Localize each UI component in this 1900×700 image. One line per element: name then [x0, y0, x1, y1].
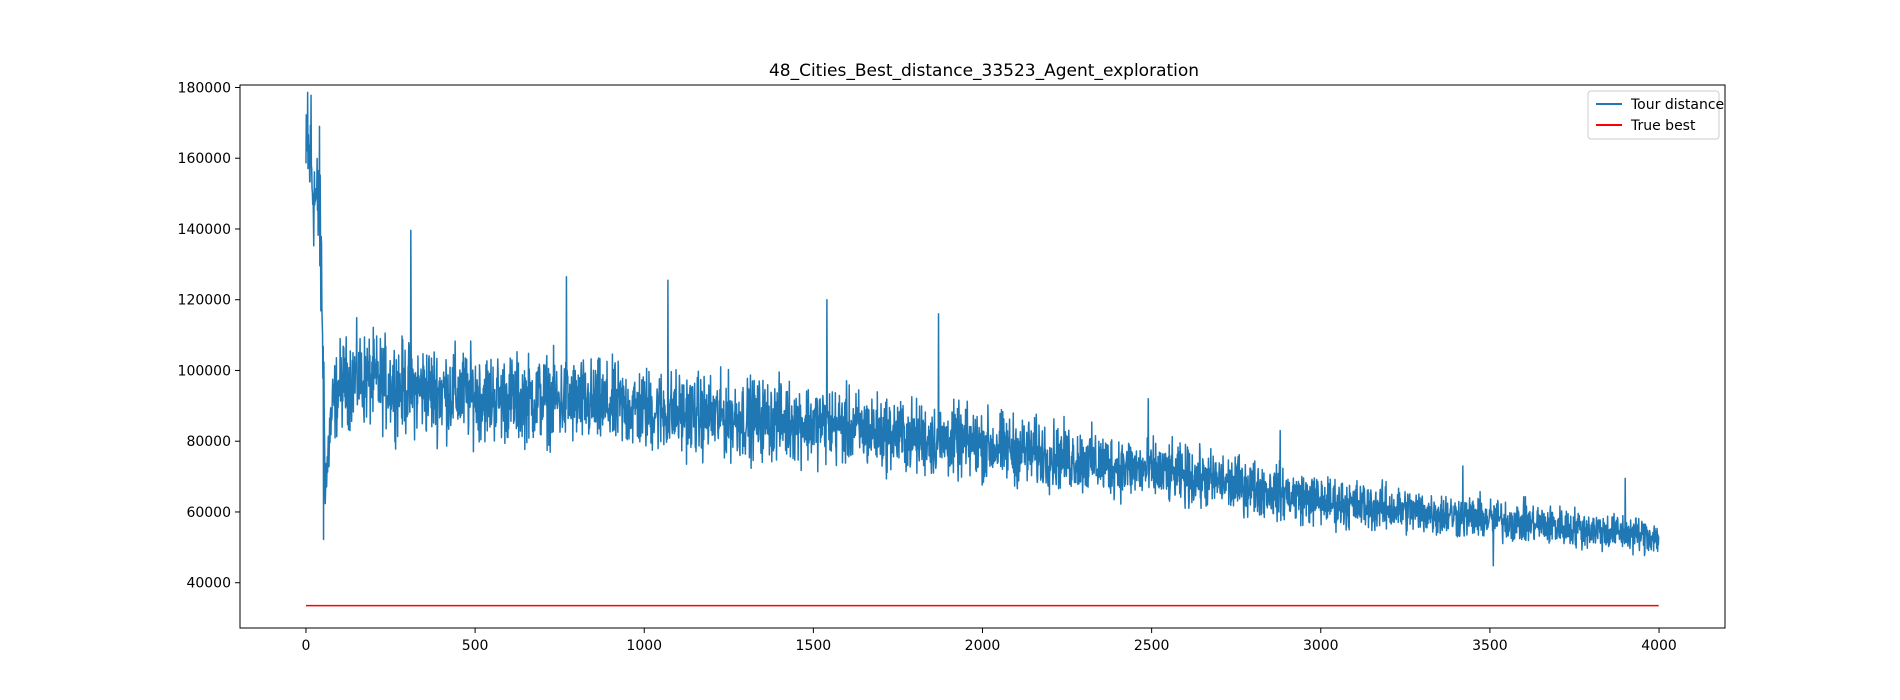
x-tick-label: 2000: [965, 638, 1001, 654]
plot-frame: [239, 84, 1726, 629]
series-line-tour-distance: [305, 91, 1660, 567]
series-layer: [305, 91, 1660, 607]
y-tick-label: 180000: [178, 80, 231, 96]
y-tick-label: 100000: [178, 363, 231, 379]
legend-label: Tour distance: [1630, 97, 1724, 113]
chart-title: 48_Cities_Best_distance_33523_Agent_expl…: [769, 61, 1199, 81]
x-tick-label: 4000: [1641, 638, 1677, 654]
x-tick-label: 1000: [626, 638, 662, 654]
y-axis: 40000 60000 80000 100000 120000 140000 160000 1…: [178, 80, 240, 592]
y-tick-label: 60000: [186, 505, 231, 521]
x-axis: 0 500 1000 1500 2000 2500 3000 3500 4000: [302, 628, 1677, 654]
y-tick-label: 140000: [178, 222, 231, 238]
legend: Tour distance True best: [1587, 90, 1724, 140]
x-tick-label: 3500: [1472, 638, 1508, 654]
y-tick-label: 160000: [178, 151, 231, 167]
x-tick-label: 1500: [796, 638, 832, 654]
x-tick-label: 3000: [1303, 638, 1339, 654]
y-tick-label: 40000: [186, 576, 231, 592]
x-tick-label: 500: [462, 638, 489, 654]
y-tick-label: 80000: [186, 434, 231, 450]
x-tick-label: 0: [302, 638, 311, 654]
legend-label: True best: [1630, 118, 1696, 134]
x-tick-label: 2500: [1134, 638, 1170, 654]
y-tick-label: 120000: [178, 293, 231, 309]
